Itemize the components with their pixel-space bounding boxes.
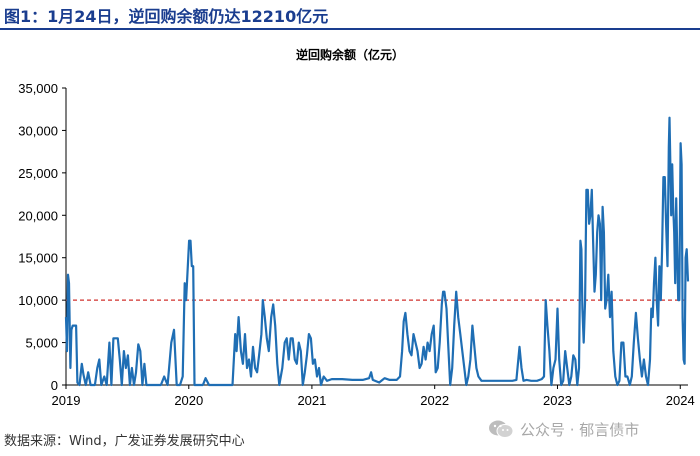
x-tick-label: 2022 bbox=[420, 393, 449, 408]
y-tick-label: 5,000 bbox=[25, 336, 58, 351]
x-tick-label: 2023 bbox=[543, 393, 572, 408]
y-tick-label: 25,000 bbox=[18, 166, 58, 181]
figure-title: 图1：1月24日，逆回购余额仍达12210亿元 bbox=[4, 7, 329, 26]
x-tick-label: 2021 bbox=[297, 393, 326, 408]
watermark: 公众号 · 郁言债市 bbox=[488, 418, 639, 440]
y-tick-label: 0 bbox=[51, 378, 58, 393]
series-line-reverse-repo-balance bbox=[64, 116, 690, 387]
x-tick-label: 2020 bbox=[174, 393, 203, 408]
data-source-note: 数据来源：Wind，广发证券发展研究中心 bbox=[4, 434, 245, 449]
y-tick-label: 35,000 bbox=[18, 81, 58, 96]
y-tick-label: 30,000 bbox=[18, 123, 58, 138]
watermark-text: 公众号 · 郁言债市 bbox=[520, 420, 640, 439]
y-tick-label: 15,000 bbox=[18, 251, 58, 266]
x-tick-label: 2024 bbox=[666, 393, 695, 408]
y-tick-label: 20,000 bbox=[18, 208, 58, 223]
figure-header: 图1：1月24日，逆回购余额仍达12210亿元 bbox=[0, 0, 700, 30]
y-tick-label: 10,000 bbox=[18, 293, 58, 308]
chart-title: 逆回购余额（亿元） bbox=[295, 48, 404, 62]
wechat-icon bbox=[489, 420, 514, 438]
x-tick-label: 2019 bbox=[52, 393, 81, 408]
